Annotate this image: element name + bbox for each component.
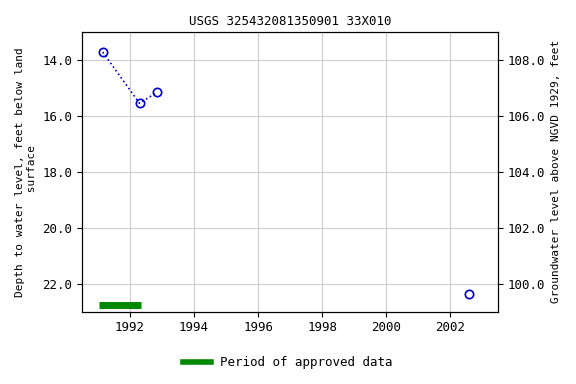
Title: USGS 325432081350901 33X010: USGS 325432081350901 33X010 (189, 15, 391, 28)
Y-axis label: Depth to water level, feet below land
 surface: Depth to water level, feet below land su… (15, 47, 37, 297)
Legend: Period of approved data: Period of approved data (178, 351, 398, 374)
Y-axis label: Groundwater level above NGVD 1929, feet: Groundwater level above NGVD 1929, feet (551, 40, 561, 303)
